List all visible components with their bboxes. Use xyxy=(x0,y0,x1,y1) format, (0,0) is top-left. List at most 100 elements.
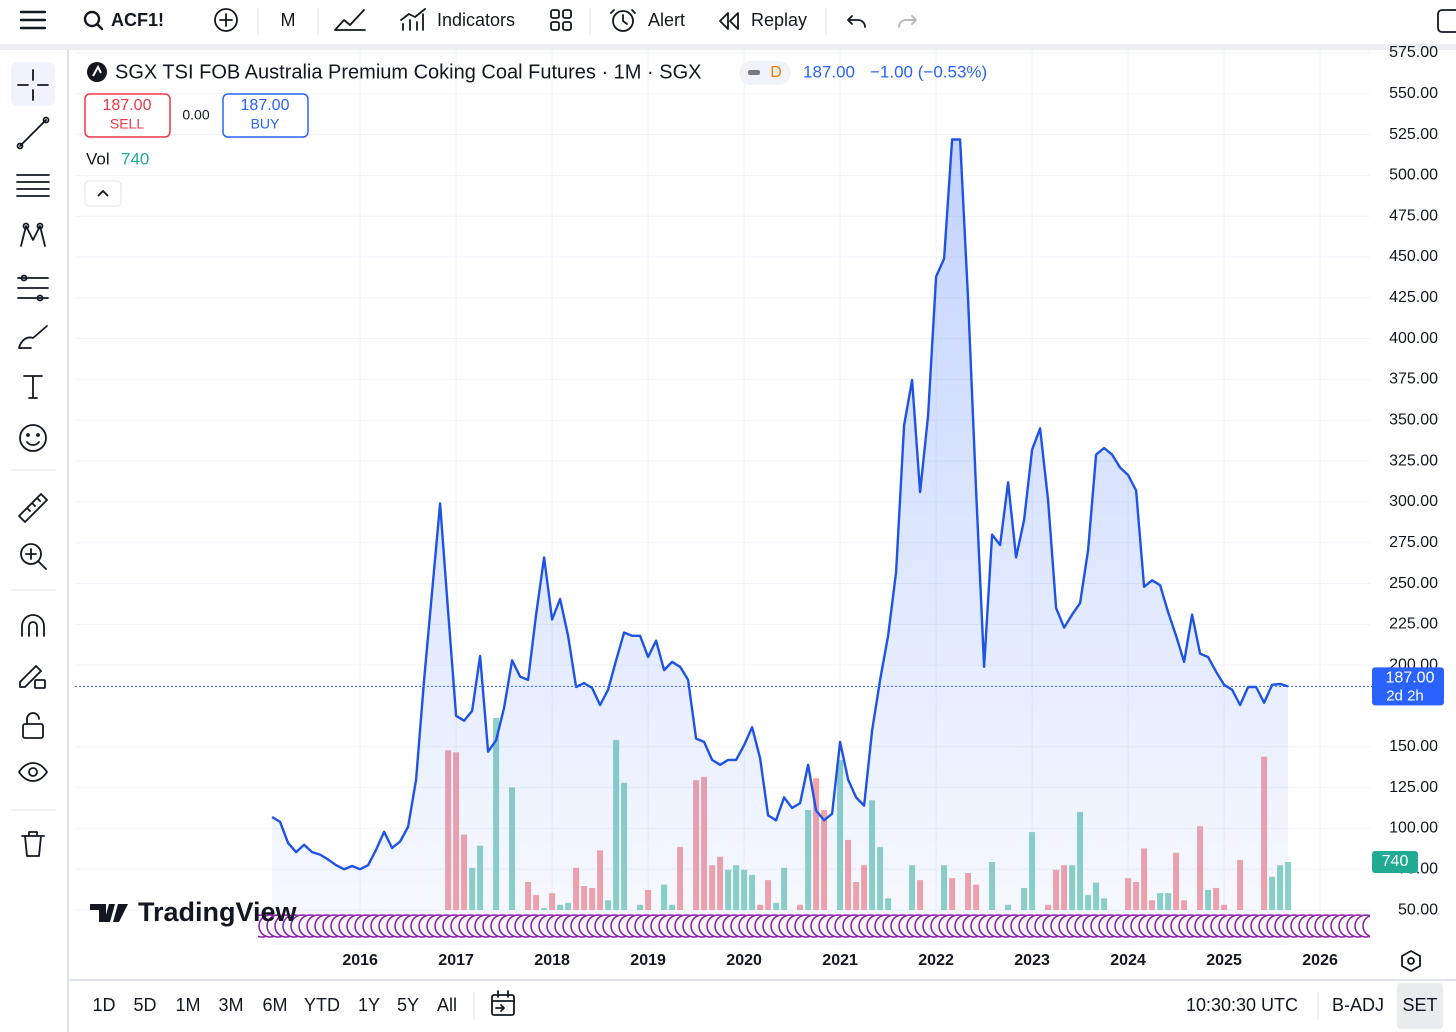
toolbar-divider xyxy=(0,44,1456,50)
price-area xyxy=(272,139,1289,945)
range-button[interactable]: All xyxy=(437,995,457,1015)
x-tick-label: 2017 xyxy=(438,952,474,969)
undo-icon[interactable] xyxy=(847,15,866,28)
y-tick-label: 525.00 xyxy=(1389,126,1438,143)
y-tick-label: 400.00 xyxy=(1389,330,1438,347)
legend: SGX TSI FOB Australia Premium Coking Coa… xyxy=(84,61,987,207)
pattern-tool[interactable] xyxy=(20,222,46,247)
buy-price[interactable]: 187.00 xyxy=(241,97,290,114)
last-price-tag xyxy=(1372,667,1444,706)
volume-tag xyxy=(1372,850,1418,873)
y-tick-label: 125.00 xyxy=(1389,779,1438,796)
x-tick-label: 2020 xyxy=(726,952,762,969)
forecast-tool[interactable] xyxy=(17,274,49,302)
volume-value: 740 xyxy=(121,149,149,168)
fib-tool[interactable] xyxy=(16,174,50,197)
countdown: 2d 2h xyxy=(1386,687,1424,704)
plot: 50.0075.00100.00125.00150.00200.00225.00… xyxy=(75,44,1444,969)
range-button[interactable]: 5D xyxy=(133,995,156,1015)
range-button[interactable]: 1Y xyxy=(358,995,380,1015)
ruler-tool[interactable] xyxy=(18,493,48,523)
y-tick-label: 300.00 xyxy=(1389,493,1438,510)
search-icon[interactable] xyxy=(83,10,104,31)
y-tick-label: 500.00 xyxy=(1389,167,1438,184)
x-tick-label: 2022 xyxy=(918,952,954,969)
y-tick-label: 225.00 xyxy=(1389,616,1438,633)
delay-badge[interactable]: D xyxy=(770,64,782,81)
range-button[interactable]: 6M xyxy=(262,995,287,1015)
crosshair-tool[interactable] xyxy=(17,69,49,101)
x-tick-label: 2019 xyxy=(630,952,666,969)
x-tick-label: 2021 xyxy=(822,952,858,969)
range-button[interactable]: 1D xyxy=(92,995,115,1015)
session-bg xyxy=(1397,983,1443,1029)
legend-title: SGX TSI FOB Australia Premium Coking Coa… xyxy=(115,61,701,83)
exchange-logo xyxy=(87,62,107,82)
brush-tool[interactable] xyxy=(18,325,48,349)
top-toolbar: ACF1! M Indicators Alert Replay xyxy=(0,0,1456,50)
delete-tool[interactable] xyxy=(21,831,45,857)
volume-name: Vol xyxy=(86,149,110,168)
alert[interactable]: Alert xyxy=(648,10,685,30)
range-button[interactable]: 3M xyxy=(218,995,243,1015)
zoom-tool[interactable] xyxy=(20,543,47,570)
y-tick-label: 100.00 xyxy=(1389,820,1438,837)
buy-label[interactable]: BUY xyxy=(251,116,280,132)
watermark: TradingView xyxy=(90,897,298,927)
chart-type-icon[interactable] xyxy=(334,9,366,31)
lock-drawing-tool[interactable] xyxy=(19,665,46,689)
goto-date-icon[interactable] xyxy=(491,990,515,1016)
y-tick-label: 275.00 xyxy=(1389,534,1438,551)
sell-button[interactable] xyxy=(84,93,171,138)
legend-price: 187.00 xyxy=(803,62,855,81)
bottom-bar: 10:30:30 UTC B-ADJ SET 1D 5D 1M 3M 6M YTD 1Y 5Y… xyxy=(68,979,1456,1029)
lock-tool[interactable] xyxy=(22,712,44,739)
sell-label[interactable]: SELL xyxy=(110,116,144,132)
last-price-label: 187.00 xyxy=(1386,670,1435,687)
events-strip xyxy=(258,912,1370,940)
session[interactable]: SET xyxy=(1402,995,1437,1015)
exchange-logo-mark xyxy=(92,64,102,77)
indicators[interactable]: Indicators xyxy=(437,10,515,30)
compare-icon[interactable] xyxy=(214,8,238,32)
alert-icon[interactable] xyxy=(610,9,636,32)
range-button[interactable]: 5Y xyxy=(397,995,419,1015)
x-tick-label: 2025 xyxy=(1206,952,1242,969)
range-button[interactable]: 1M xyxy=(175,995,200,1015)
redo-icon[interactable] xyxy=(898,15,917,28)
watermark-text: TradingView xyxy=(138,897,298,927)
visibility-tool[interactable] xyxy=(18,762,48,782)
sell-price[interactable]: 187.00 xyxy=(103,97,152,114)
y-tick-label: 325.00 xyxy=(1389,452,1438,469)
settings-icon[interactable] xyxy=(1401,950,1421,972)
fullscreen-icon[interactable] xyxy=(1437,9,1456,33)
y-tick-label: 250.00 xyxy=(1389,575,1438,592)
badge-icon xyxy=(748,70,760,75)
indicators-icon[interactable] xyxy=(400,8,426,31)
symbol[interactable]: ACF1! xyxy=(111,10,164,30)
x-tick-label: 2023 xyxy=(1014,952,1050,969)
y-tick-label: 450.00 xyxy=(1389,248,1438,265)
replay[interactable]: Replay xyxy=(751,10,807,30)
spread: 0.00 xyxy=(182,107,209,123)
text-tool[interactable] xyxy=(23,375,43,399)
volume-tag-label: 740 xyxy=(1382,853,1409,870)
y-tick-label: 425.00 xyxy=(1389,289,1438,306)
range-button[interactable]: YTD xyxy=(304,995,340,1015)
menu-icon[interactable] xyxy=(19,10,47,30)
replay-icon[interactable] xyxy=(719,12,739,30)
trend-line-tool[interactable] xyxy=(16,116,50,150)
interval[interactable]: M xyxy=(281,10,296,30)
magnet-tool[interactable] xyxy=(21,614,45,637)
y-tick-label: 150.00 xyxy=(1389,738,1438,755)
collapse-button[interactable] xyxy=(84,180,122,207)
collapse-chevron xyxy=(97,189,109,197)
volume-bar xyxy=(1285,861,1292,910)
buy-button[interactable] xyxy=(222,93,309,138)
y-tick-label: 50.00 xyxy=(1398,901,1438,918)
watermark-logo xyxy=(90,904,128,922)
emoji-tool[interactable] xyxy=(19,424,47,452)
layouts-icon[interactable] xyxy=(550,9,572,31)
adjustment[interactable]: B-ADJ xyxy=(1332,995,1384,1015)
